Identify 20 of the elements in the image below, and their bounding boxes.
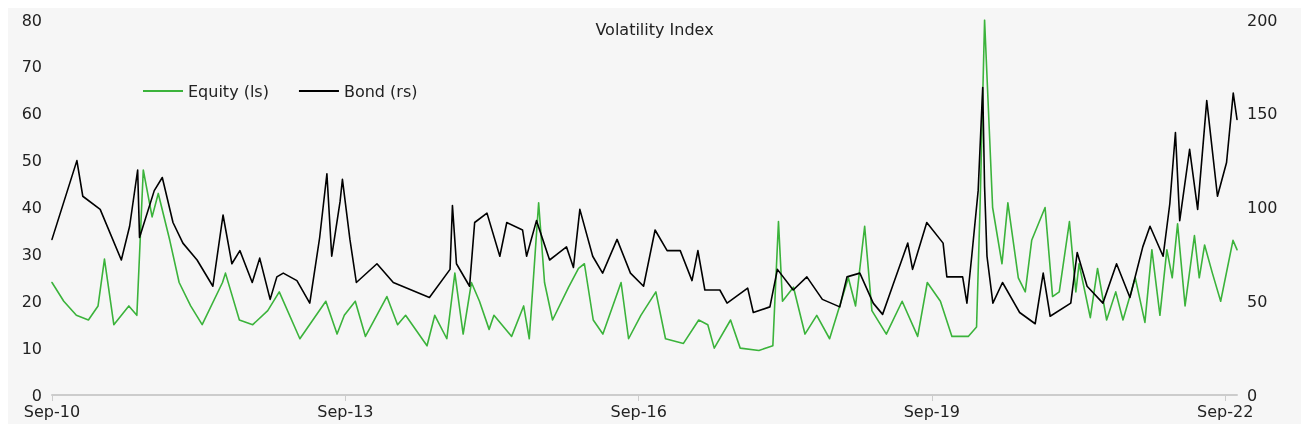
y-tick-label: 50 [21,151,42,171]
y-tick-label: 20 [21,291,42,311]
y-tick-label: 10 [21,338,42,358]
chart-title: Volatility Index [595,19,714,39]
legend-label: Bond (rs) [343,81,418,101]
y-tick-label: 30 [21,244,42,264]
y2-tick-label: 150 [1247,104,1278,124]
y2-tick-label: 100 [1247,198,1278,217]
x-tick-label: Sep-13 [317,401,374,421]
legend-label: Equity (ls) [188,81,269,101]
y-tick-label: 60 [21,104,42,124]
y-tick-label: 40 [21,198,42,217]
x-tick-label: Sep-19 [903,401,960,421]
x-tick-label: Sep-16 [610,401,667,421]
y2-tick-label: 50 [1247,291,1268,311]
line-series [51,19,1238,352]
line-series [51,86,1238,325]
y-tick-label: 70 [21,57,42,77]
y2-tick-label: 200 [1247,10,1278,30]
y-tick-label: 80 [21,10,42,30]
